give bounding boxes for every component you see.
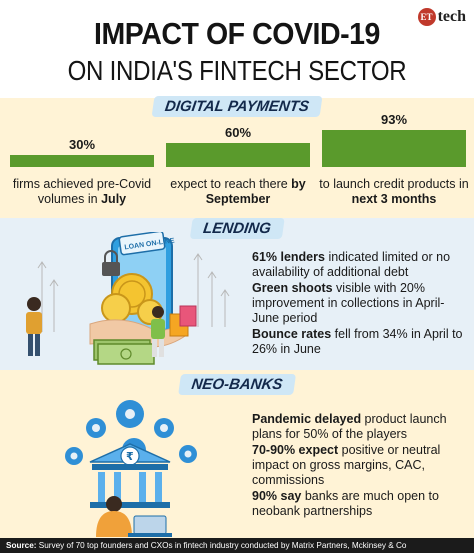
logo-word: tech: [437, 8, 466, 25]
bar-value-2: 60%: [224, 125, 252, 140]
neo-bullet-1: Pandemic delayed product launch plans fo…: [252, 412, 447, 441]
bar-caption-1: firms achieved pre-Covid volumes in July: [12, 177, 152, 206]
lending-bullet-1: 61% lenders indicated limited or no avai…: [252, 250, 451, 279]
bar-september: [166, 143, 310, 167]
neo-bank-illustration: ₹: [65, 400, 197, 537]
page-title: IMPACT OF COVID-19: [94, 16, 380, 51]
lending-bullet-2: Green shoots visible with 20% improvemen…: [252, 281, 445, 325]
bar-caption-2: expect to reach there by September: [170, 177, 306, 206]
bar-july: [10, 155, 154, 167]
source-label: Source:: [6, 541, 37, 550]
source-text: Survey of 70 top founders and CXOs in fi…: [36, 541, 407, 550]
neo-bank-bullets: Pandemic delayed product launch plans fo…: [252, 412, 467, 520]
neo-bullet-2: 70-90% expect positive or neutral impact…: [252, 443, 441, 487]
loan-online-illustration: LOAN ON-LINE: [26, 232, 230, 365]
lending-bullet-3: Bounce rates fell from 34% in April to 2…: [252, 327, 463, 356]
source-footer: Source: Survey of 70 top founders and CX…: [0, 538, 474, 553]
lending-bullets: 61% lenders indicated limited or no avai…: [252, 250, 467, 358]
lending-section: [0, 218, 474, 370]
bar-credit-products: [322, 130, 466, 167]
svg-text:₹: ₹: [126, 450, 134, 463]
digital-payments-heading: DIGITAL PAYMENTS: [151, 96, 323, 117]
bar-value-1: 30%: [68, 137, 96, 152]
bar-caption-3: to launch credit products in next 3 mont…: [319, 177, 469, 206]
page-subtitle: ON INDIA'S FINTECH SECTOR: [67, 55, 407, 86]
logo-badge: ET: [417, 8, 436, 26]
bar-value-3: 93%: [380, 112, 408, 127]
neo-bullet-3: 90% say banks are much open to neobank p…: [252, 489, 439, 518]
et-tech-logo: ET tech: [417, 8, 466, 26]
